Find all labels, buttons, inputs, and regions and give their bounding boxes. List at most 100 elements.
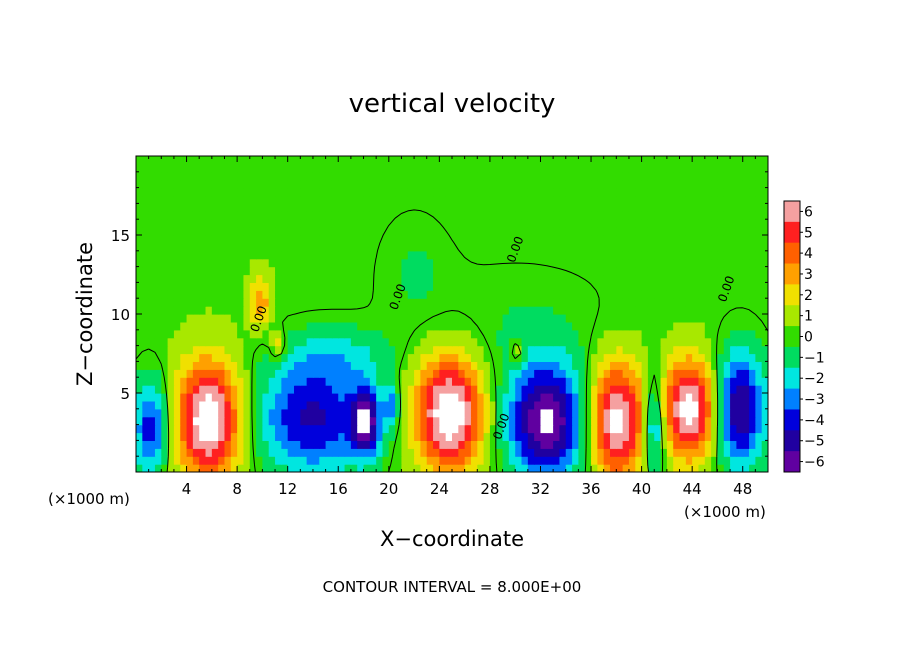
field-cell (654, 258, 662, 268)
field-cell (439, 448, 447, 457)
field-cell (237, 227, 245, 236)
field-cell (395, 266, 403, 276)
field-cell (464, 361, 472, 370)
field-cell (584, 298, 592, 307)
field-cell (628, 329, 636, 339)
field-cell (237, 282, 245, 291)
field-cell (407, 448, 415, 457)
field-cell (761, 361, 768, 370)
field-cell (489, 369, 497, 378)
field-cell (218, 393, 226, 402)
field-cell (464, 227, 472, 236)
field-cell (218, 345, 226, 355)
field-cell (616, 187, 624, 197)
field-cell (205, 400, 213, 410)
field-cell (319, 408, 327, 418)
field-cell (452, 400, 459, 410)
field-cell (369, 179, 377, 189)
field-cell (508, 456, 516, 465)
field-cell (660, 187, 668, 197)
field-cell (294, 235, 301, 244)
field-cell (281, 235, 289, 244)
field-cell (597, 432, 605, 441)
field-cell (395, 219, 403, 228)
field-cell (489, 282, 497, 291)
field-cell (180, 408, 188, 418)
field-cell (489, 235, 497, 244)
field-cell (742, 298, 750, 307)
field-cell (401, 211, 409, 220)
field-cell (521, 195, 529, 204)
field-cell (445, 163, 453, 173)
field-cell (186, 219, 194, 228)
x-axis-ticks: 4 8 12 16 20 24 28 32 36 40 44 48 (148, 156, 756, 498)
field-cell (654, 282, 662, 291)
field-cell (698, 329, 706, 339)
field-cell (173, 235, 181, 244)
field-cell (458, 400, 466, 410)
field-cell (641, 377, 649, 386)
field-cell (363, 345, 371, 355)
field-cell (167, 242, 175, 252)
field-cell (584, 345, 592, 355)
field-cell (452, 219, 459, 228)
field-cell (698, 408, 706, 418)
field-cell (616, 306, 624, 315)
field-cell (502, 250, 510, 260)
field-cell (458, 337, 466, 347)
field-cell (426, 227, 434, 236)
field-cell (401, 242, 409, 252)
field-cell (698, 353, 706, 362)
field-cell (723, 219, 731, 228)
field-cell (553, 171, 561, 181)
field-cell (635, 456, 643, 465)
field-cell (489, 195, 497, 204)
field-cell (161, 195, 169, 204)
field-cell (312, 424, 320, 434)
field-cell (515, 329, 523, 339)
field-cell (685, 353, 693, 362)
field-cell (433, 432, 440, 441)
field-cell (597, 321, 605, 331)
field-cell (635, 361, 643, 370)
field-cell (527, 448, 535, 457)
field-cell (154, 156, 162, 165)
field-cell (300, 353, 308, 362)
field-cell (420, 179, 428, 189)
field-cell (357, 440, 365, 449)
field-cell (211, 171, 219, 181)
field-cell (312, 464, 320, 472)
field-cell (154, 432, 162, 441)
field-cell (237, 337, 245, 347)
field-cell (376, 211, 384, 220)
field-cell (755, 282, 763, 291)
field-cell (192, 408, 200, 418)
field-cell (376, 385, 384, 394)
field-cell (357, 235, 365, 244)
field-cell (161, 227, 169, 236)
field-cell (142, 448, 150, 457)
field-cell (237, 171, 245, 181)
field-cell (647, 361, 655, 370)
field-cell (736, 242, 744, 252)
field-cell (502, 416, 510, 426)
field-cell (553, 361, 561, 370)
field-cell (584, 250, 592, 260)
field-cell (477, 361, 485, 370)
field-cell (211, 416, 219, 426)
field-cell (281, 385, 289, 394)
field-cell (641, 306, 649, 315)
field-cell (654, 424, 662, 434)
field-cell (679, 456, 687, 465)
field-cell (287, 171, 295, 181)
field-cell (489, 211, 497, 220)
field-cell (407, 298, 415, 307)
field-cell (635, 306, 643, 315)
field-cell (161, 369, 169, 378)
field-cell (698, 219, 706, 228)
field-cell (540, 282, 548, 291)
field-cell (281, 290, 289, 299)
field-cell (154, 361, 162, 370)
field-cell (439, 258, 447, 268)
field-cell (344, 203, 352, 212)
